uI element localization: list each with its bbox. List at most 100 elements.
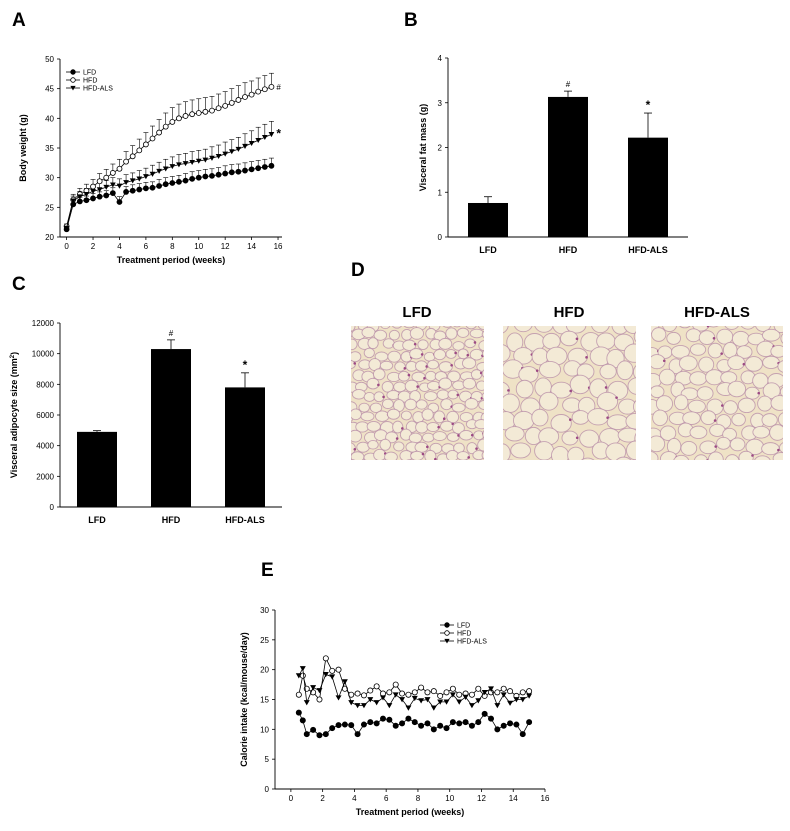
adipocyte-cell: [748, 303, 765, 319]
adipocyte-cell: [387, 350, 402, 363]
adipocyte-cell: [605, 442, 627, 460]
data-point-hfd-als: [310, 685, 317, 691]
data-point-hfd: [316, 696, 323, 703]
data-point-hfd-als: [456, 699, 463, 705]
x-tick-label: 6: [384, 794, 389, 803]
adipocyte-cell: [432, 431, 447, 442]
data-point-lfd: [443, 725, 450, 732]
data-point-hfd-als: [367, 697, 374, 703]
adipocyte-cell: [551, 445, 570, 460]
cell-nucleus: [397, 313, 400, 316]
data-point-hfd-als: [299, 666, 306, 672]
data-point-hfd: [335, 666, 342, 673]
data-point-hfd-als: [494, 703, 501, 709]
adipocyte-cell: [685, 328, 702, 343]
y-tick-label: 4000: [36, 442, 54, 451]
adipocyte-cell: [374, 311, 385, 320]
adipocyte-cell: [404, 379, 419, 393]
adipocyte-cell: [696, 386, 714, 401]
x-tick-label: 0: [289, 794, 294, 803]
data-point-hfd: [109, 170, 116, 176]
adipocyte-cell: [483, 364, 502, 381]
cell-nucleus: [353, 448, 357, 451]
adipocyte-cell: [461, 357, 477, 370]
adipocyte-cell: [770, 395, 783, 411]
adipocyte-cell: [506, 459, 514, 460]
data-point-lfd: [424, 720, 431, 727]
y-tick-label: 2000: [36, 472, 54, 481]
adipocyte-cell: [394, 461, 405, 470]
panel-letter-d: D: [351, 260, 365, 281]
data-point-hfd-als: [136, 176, 143, 182]
adipocyte-cell: [665, 469, 680, 483]
data-point-lfd: [123, 189, 129, 195]
cell-nucleus: [757, 391, 761, 395]
y-tick-label: 0: [265, 785, 270, 794]
legend-label-hfd-als: HFD-ALS: [457, 639, 487, 646]
adipocyte-cell: [351, 459, 356, 460]
adipocyte-cell: [421, 408, 434, 421]
cell-nucleus: [575, 436, 579, 440]
cell-nucleus: [713, 419, 717, 422]
adipocyte-cell: [417, 339, 429, 351]
adipocyte-cell: [538, 360, 562, 379]
data-point-hfd: [129, 153, 136, 160]
data-point-hfd-als: [399, 697, 406, 703]
data-point-hfd: [228, 100, 235, 106]
adipocyte-cell: [441, 461, 451, 471]
y-tick-label: 20: [45, 233, 54, 242]
data-point-hfd-als: [513, 697, 520, 703]
adipocyte-cell: [438, 361, 453, 373]
adipocyte-cell: [415, 421, 429, 434]
adipocyte-cell: [488, 419, 499, 431]
data-point-lfd: [109, 190, 116, 196]
adipocyte-cell: [651, 469, 668, 482]
adipocyte-cell: [635, 382, 649, 395]
data-point-lfd: [96, 193, 103, 200]
adipocyte-cell: [678, 355, 698, 372]
data-point-hfd: [430, 688, 437, 695]
data-point-hfd: [456, 691, 463, 698]
adipocyte-cell: [470, 369, 483, 380]
data-point-lfd: [354, 731, 361, 738]
adipocyte-cell: [408, 432, 423, 444]
data-point-lfd: [248, 166, 255, 173]
adipocyte-cell: [363, 392, 376, 402]
adipocyte-cell: [626, 440, 636, 460]
data-point-hfd-als: [354, 703, 361, 709]
data-point-lfd: [149, 184, 156, 191]
adipocyte-cell: [481, 369, 484, 378]
data-point-hfd: [329, 667, 336, 674]
cell-nucleus: [488, 368, 491, 371]
adipocyte-cell: [632, 400, 636, 414]
data-point-hfd-als: [268, 132, 275, 138]
annotation-hfd: #: [566, 80, 571, 89]
data-point-hfd-als: [248, 140, 255, 146]
adipocyte-cell: [481, 349, 484, 358]
cell-nucleus: [489, 325, 492, 328]
adipocyte-cell: [615, 456, 632, 460]
data-point-hfd: [354, 690, 361, 697]
data-point-lfd: [411, 719, 418, 726]
chart-e-calorie-intake: 0 5 10 15 20 25 30 0 2 4 6 8 10 12 14 16 Treatment perio…: [239, 606, 550, 817]
category-label-hfd: HFD: [559, 245, 578, 255]
adipocyte-cell: [673, 454, 690, 460]
adipocyte-cell: [534, 441, 555, 460]
legend-marker-lfd: [444, 622, 450, 628]
adipocyte-cell: [550, 414, 572, 433]
adipocyte-cell: [373, 329, 388, 341]
adipocyte-cell: [773, 326, 783, 334]
adipocyte-cell: [636, 301, 654, 315]
adipocyte-cell: [383, 459, 389, 460]
data-point-hfd-als: [405, 705, 412, 711]
adipocyte-cell: [501, 296, 520, 314]
data-point-hfd: [418, 684, 425, 691]
adipocyte-cell: [599, 363, 617, 380]
data-point-lfd: [222, 170, 229, 177]
data-point-hfd-als: [500, 692, 507, 698]
data-point-hfd-als: [90, 189, 96, 195]
data-point-lfd: [437, 722, 444, 729]
adipocyte-cell: [409, 348, 424, 360]
cell-nucleus: [768, 463, 771, 466]
cell-nucleus: [341, 385, 344, 388]
